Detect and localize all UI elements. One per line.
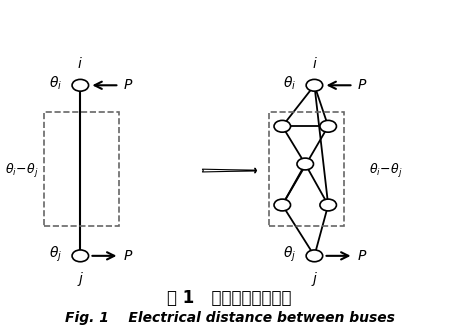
Circle shape bbox=[306, 250, 323, 262]
Text: $i$: $i$ bbox=[78, 55, 83, 71]
Text: $\theta_j$: $\theta_j$ bbox=[49, 245, 62, 264]
Text: $\theta_i\!-\!\theta_j$: $\theta_i\!-\!\theta_j$ bbox=[5, 162, 39, 179]
Text: P: P bbox=[124, 249, 132, 263]
Text: $j$: $j$ bbox=[311, 270, 318, 288]
Circle shape bbox=[72, 250, 89, 262]
Circle shape bbox=[320, 120, 336, 132]
Circle shape bbox=[72, 79, 89, 91]
Text: P: P bbox=[358, 78, 366, 92]
Text: 图 1   节点间的电气距离: 图 1 节点间的电气距离 bbox=[167, 289, 292, 307]
Text: P: P bbox=[358, 249, 366, 263]
Circle shape bbox=[320, 199, 336, 211]
Text: $\theta_i$: $\theta_i$ bbox=[283, 75, 296, 92]
Text: $i$: $i$ bbox=[312, 55, 317, 71]
Text: $\theta_i\!-\!\theta_j$: $\theta_i\!-\!\theta_j$ bbox=[369, 162, 403, 179]
Text: $\theta_j$: $\theta_j$ bbox=[283, 245, 296, 264]
Bar bbox=[269, 112, 344, 226]
Text: $\theta_i$: $\theta_i$ bbox=[49, 75, 62, 92]
Text: P: P bbox=[124, 78, 132, 92]
Text: $j$: $j$ bbox=[77, 270, 84, 288]
Bar bbox=[44, 112, 119, 226]
Circle shape bbox=[274, 120, 291, 132]
Circle shape bbox=[306, 79, 323, 91]
Circle shape bbox=[274, 199, 291, 211]
Text: Fig. 1    Electrical distance between buses: Fig. 1 Electrical distance between buses bbox=[65, 311, 394, 325]
Circle shape bbox=[297, 158, 313, 170]
